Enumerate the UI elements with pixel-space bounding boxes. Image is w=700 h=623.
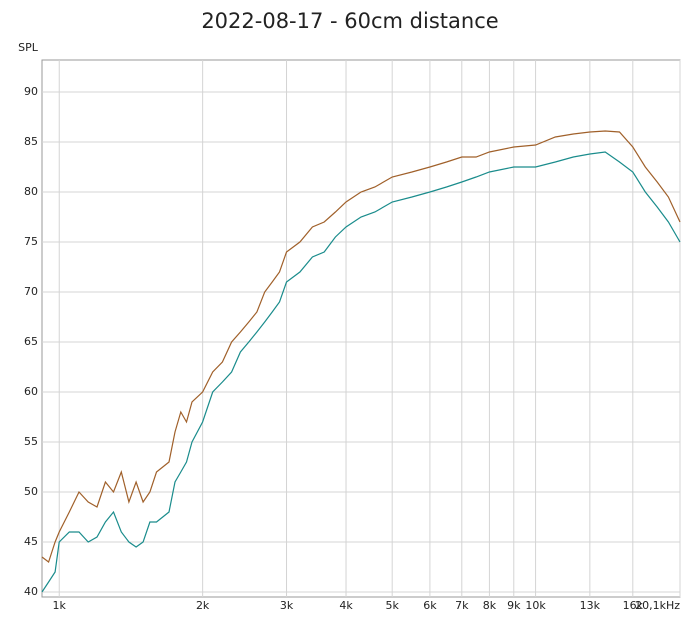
x-tick-label: 1k — [53, 599, 67, 612]
y-tick-label: 85 — [24, 135, 38, 148]
y-tick-label: 55 — [24, 435, 38, 448]
series-line — [41, 151, 681, 593]
x-tick-label: 5k — [386, 599, 400, 612]
y-tick-label: 40 — [24, 585, 38, 598]
y-tick-label: 65 — [24, 335, 38, 348]
y-tick-label: 45 — [24, 535, 38, 548]
plot-area — [41, 59, 681, 598]
x-tick-label: 20,1kHz — [635, 599, 680, 612]
x-tick-label: 8k — [483, 599, 497, 612]
x-tick-label: 4k — [339, 599, 353, 612]
x-tick-label: 2k — [196, 599, 210, 612]
x-tick-label: 3k — [280, 599, 294, 612]
y-tick-label: 50 — [24, 485, 38, 498]
chart-title: 2022-08-17 - 60cm distance — [201, 9, 498, 33]
y-tick-label: 80 — [24, 185, 38, 198]
y-tick-label: 60 — [24, 385, 38, 398]
x-tick-label: 9k — [507, 599, 521, 612]
y-axis-label: SPL — [18, 41, 39, 54]
y-tick-label: 75 — [24, 235, 38, 248]
y-tick-label: 90 — [24, 85, 38, 98]
y-tick-label: 70 — [24, 285, 38, 298]
x-tick-label: 13k — [580, 599, 601, 612]
series-line — [41, 130, 681, 563]
x-tick-label: 6k — [423, 599, 437, 612]
x-tick-label: 10k — [525, 599, 546, 612]
x-tick-label: 7k — [455, 599, 469, 612]
x-tick-label: 16k — [623, 599, 644, 612]
